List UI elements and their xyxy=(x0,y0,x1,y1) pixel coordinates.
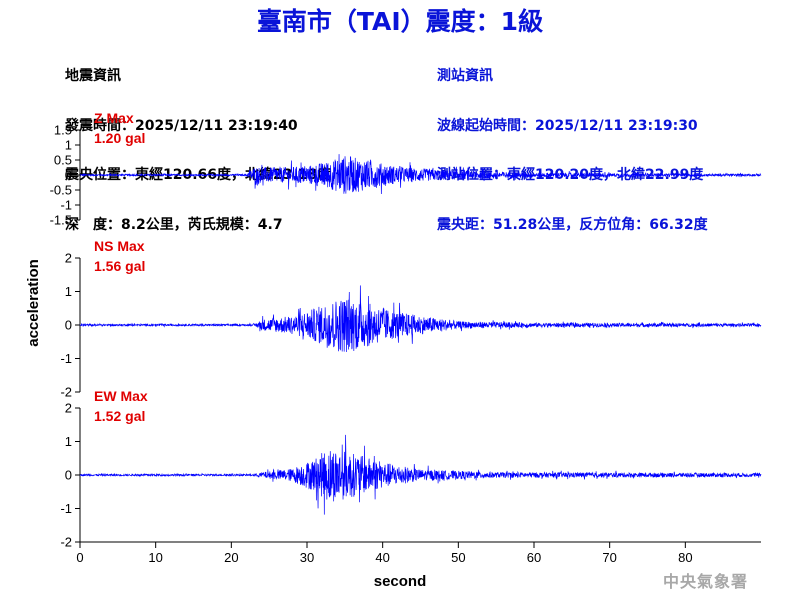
series-max-0: 1.20 gal xyxy=(94,130,145,146)
trace-ew xyxy=(79,434,762,515)
y-tick-label-1-0: -2 xyxy=(60,385,72,400)
series-name-2: EW Max xyxy=(94,388,148,404)
series-max-1: 1.56 gal xyxy=(94,258,145,274)
x-tick-label-1: 10 xyxy=(148,550,162,565)
station-info: 測站資訊 波線起始時間：2025/12/11 23:19:30 測站位置：東經1… xyxy=(437,35,708,250)
y-tick-label-2-2: 0 xyxy=(65,468,72,483)
y-tick-label-0-6: 1.5 xyxy=(54,123,72,138)
x-tick-label-0: 0 xyxy=(76,550,83,565)
x-tick-label-8: 80 xyxy=(678,550,692,565)
y-tick-label-1-2: 0 xyxy=(65,318,72,333)
y-tick-label-2-4: 2 xyxy=(65,401,72,416)
y-tick-label-0-2: -0.5 xyxy=(50,183,72,198)
station-info-heading: 測站資訊 xyxy=(437,68,493,84)
y-tick-label-1-4: 2 xyxy=(65,251,72,266)
y-tick-label-2-3: 1 xyxy=(65,434,72,449)
x-tick-label-5: 50 xyxy=(451,550,465,565)
y-tick-label-0-1: -1 xyxy=(60,198,72,213)
y-tick-label-2-1: -1 xyxy=(60,501,72,516)
x-tick-label-3: 30 xyxy=(300,550,314,565)
y-tick-label-1-3: 1 xyxy=(65,284,72,299)
x-tick-label-7: 70 xyxy=(602,550,616,565)
x-tick-label-2: 20 xyxy=(224,550,238,565)
agency-watermark: 中央氣象署 xyxy=(662,572,748,591)
y-tick-label-2-0: -2 xyxy=(60,535,72,550)
origin-time: 發震時間：2025/12/11 23:19:40 xyxy=(65,117,298,134)
trace-z xyxy=(79,154,762,195)
chart-title: 臺南市（TAI）震度：1級 xyxy=(256,7,544,36)
y-tick-label-0-5: 1 xyxy=(65,138,72,153)
y-tick-label-1-1: -1 xyxy=(60,351,72,366)
series-name-1: NS Max xyxy=(94,238,145,254)
x-tick-label-6: 60 xyxy=(527,550,541,565)
x-axis-label: second xyxy=(374,573,427,590)
depth-magnitude: 深 度：8.2公里，芮氏規模：4.7 xyxy=(65,216,283,233)
x-tick-label-4: 40 xyxy=(375,550,389,565)
y-tick-label-0-4: 0.5 xyxy=(54,153,72,168)
station-location: 測站位置：東經120.20度，北緯22.99度 xyxy=(437,167,704,183)
y-tick-label-0-0: -1.5 xyxy=(50,213,72,228)
epicentral-distance: 震央距：51.28公里，反方位角：66.32度 xyxy=(437,216,708,233)
series-name-0: Z Max xyxy=(94,110,134,126)
y-tick-label-0-3: 0 xyxy=(65,168,72,183)
wave-start-time: 波線起始時間：2025/12/11 23:19:30 xyxy=(437,117,698,134)
series-max-2: 1.52 gal xyxy=(94,408,145,424)
trace-ns xyxy=(79,285,762,353)
earthquake-info-heading: 地震資訊 xyxy=(65,68,121,84)
y-axis-label: acceleration xyxy=(25,259,42,347)
